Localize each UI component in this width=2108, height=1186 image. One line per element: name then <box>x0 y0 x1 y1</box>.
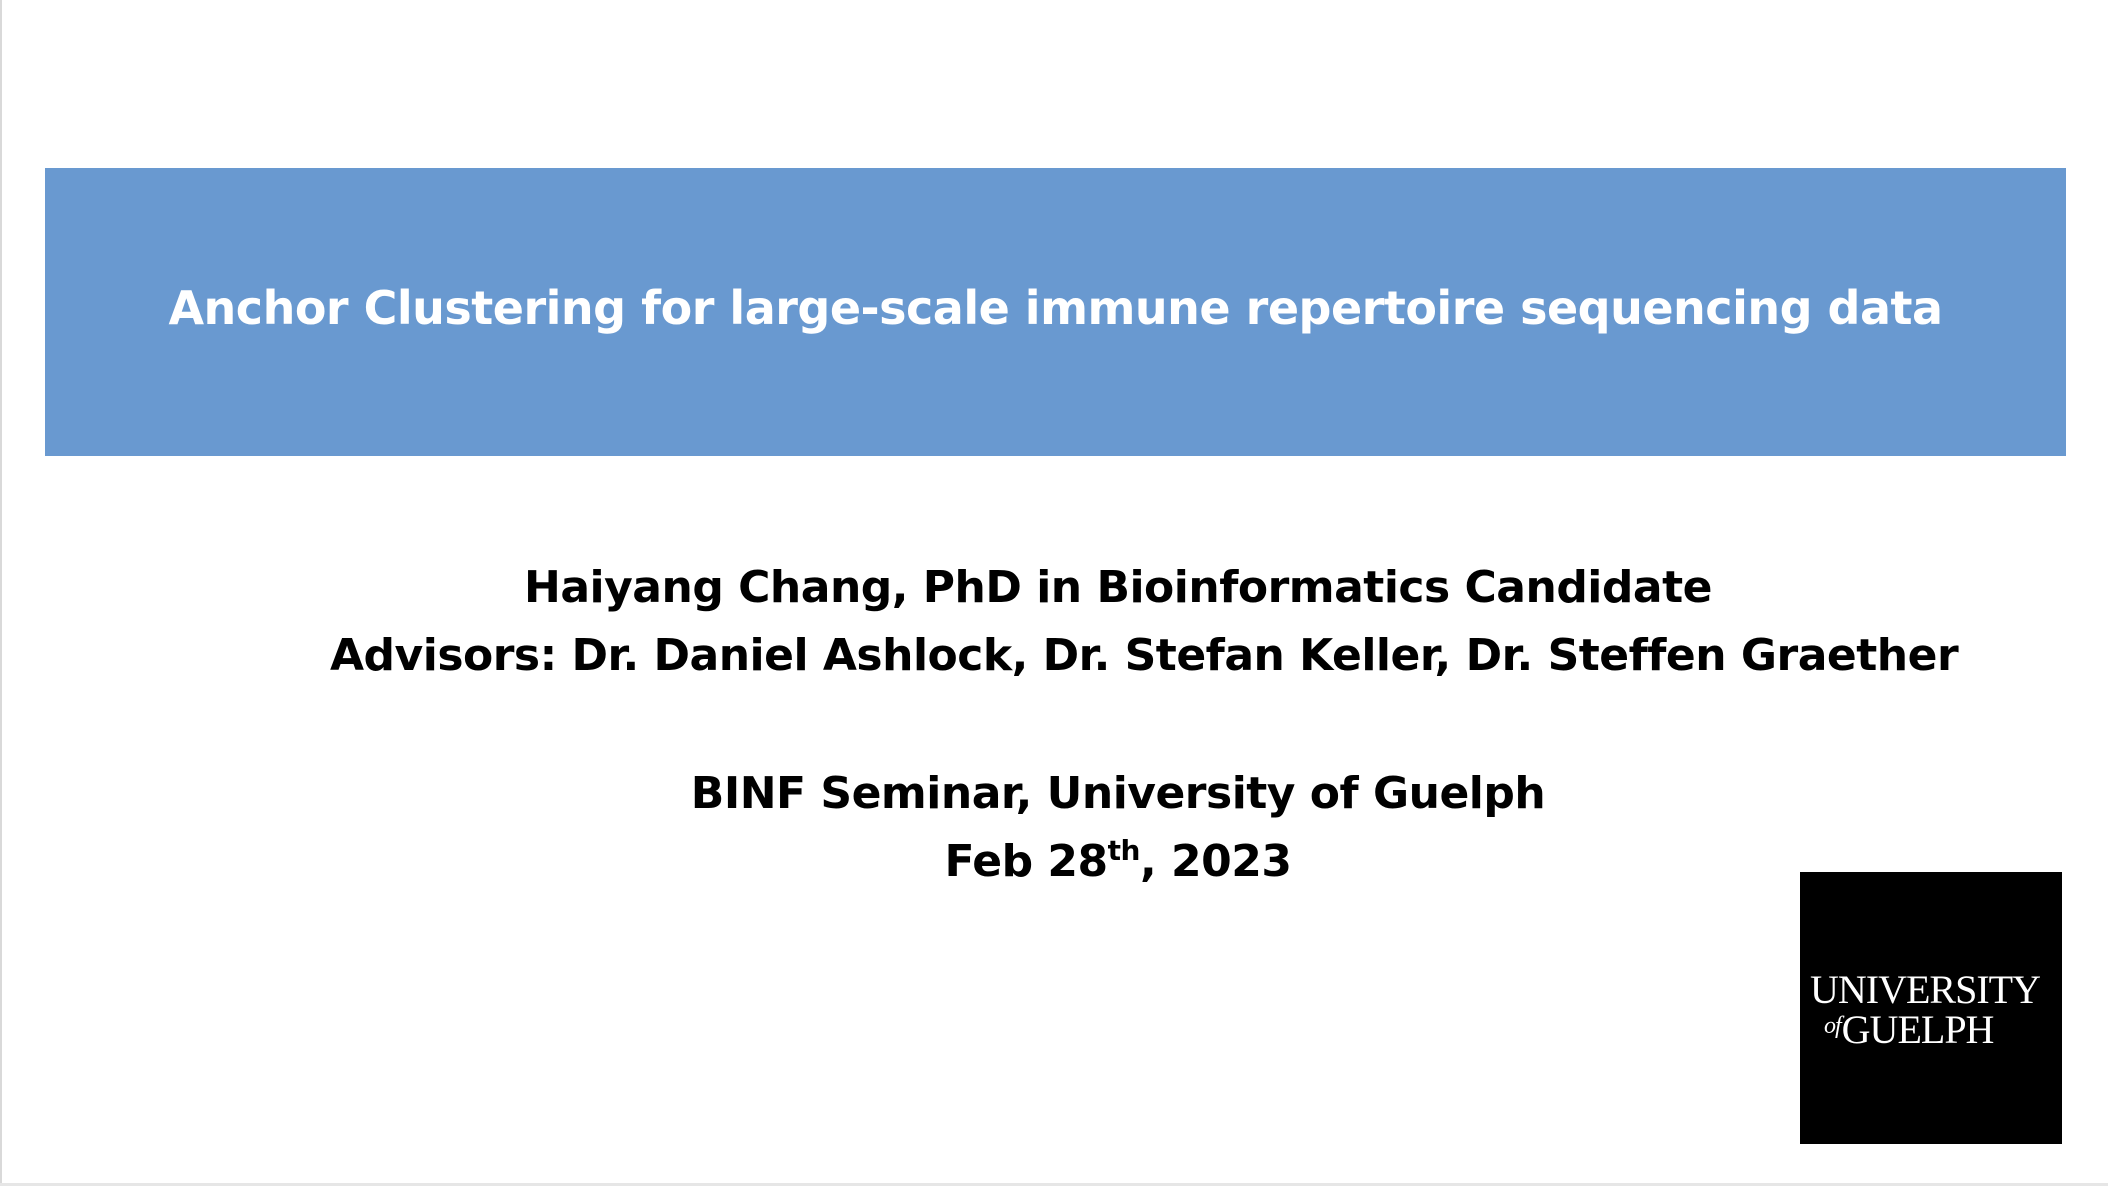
logo-guelph-text: GUELPH <box>1841 1007 1995 1052</box>
author-line: Haiyang Chang, PhD in Bioinformatics Can… <box>524 562 1712 613</box>
university-of-guelph-logo: UNIVERSITY ofGUELPH <box>1800 872 2062 1144</box>
date-suffix: , 2023 <box>1140 836 1292 887</box>
logo-of-text: of <box>1824 1013 1842 1039</box>
date-line: Feb 28th, 2023 <box>330 834 1906 890</box>
date-prefix: Feb 28 <box>944 836 1109 887</box>
advisors-line: Advisors: Dr. Daniel Ashlock, Dr. Stefan… <box>330 630 1959 681</box>
title-banner: Anchor Clustering for large-scale immune… <box>45 168 2066 456</box>
date-superscript: th <box>1107 834 1141 867</box>
slide-title: Anchor Clustering for large-scale immune… <box>168 281 1943 335</box>
logo-university-text: UNIVERSITY <box>1810 967 2041 1012</box>
event-line: BINF Seminar, University of Guelph <box>690 768 1546 819</box>
slide-left-border <box>0 0 2 1186</box>
logo-guelph-line: ofGUELPH <box>1824 1006 1995 1052</box>
slide-bottom-border <box>0 1183 2108 1186</box>
